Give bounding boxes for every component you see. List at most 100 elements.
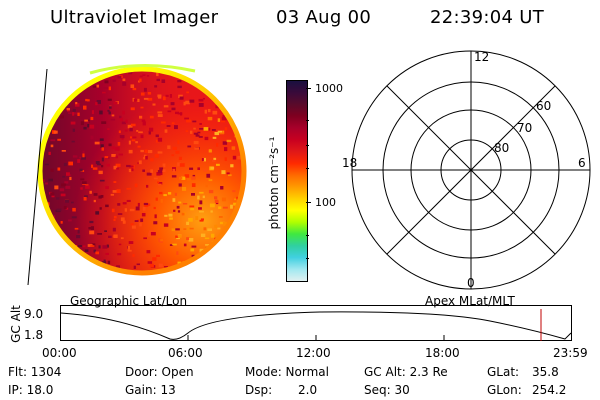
uv-speckle bbox=[103, 87, 109, 89]
uv-speckle bbox=[133, 265, 136, 269]
uv-speckle bbox=[228, 174, 232, 177]
uv-speckle bbox=[191, 245, 197, 248]
uv-speckle bbox=[198, 136, 203, 138]
uv-speckle bbox=[130, 208, 134, 212]
uv-speckle bbox=[76, 235, 81, 239]
uv-speckle bbox=[160, 199, 163, 203]
uv-speckle bbox=[122, 78, 126, 81]
uv-speckle bbox=[129, 127, 133, 132]
uv-speckle bbox=[108, 143, 112, 147]
uv-speckle bbox=[65, 185, 71, 189]
uv-speckle bbox=[203, 169, 208, 172]
uv-speckle bbox=[182, 187, 187, 191]
uv-speckle bbox=[164, 266, 168, 268]
uv-speckle bbox=[201, 158, 204, 162]
uv-speckle bbox=[164, 129, 168, 133]
uv-speckle bbox=[150, 232, 156, 236]
timeline-tick-1200: 12:00 bbox=[296, 346, 331, 360]
uv-speckle bbox=[207, 116, 213, 121]
uv-speckle bbox=[157, 114, 163, 117]
uv-speckle bbox=[150, 158, 154, 162]
sequence-number: Seq: 30 bbox=[364, 383, 410, 397]
uv-speckle bbox=[132, 87, 137, 91]
uv-speckle bbox=[134, 183, 138, 188]
uv-speckle bbox=[131, 225, 136, 229]
uv-speckle bbox=[61, 150, 66, 152]
uv-speckle bbox=[222, 141, 228, 145]
uv-speckle bbox=[130, 84, 135, 88]
uv-speckle bbox=[70, 121, 76, 125]
uv-speckle bbox=[157, 151, 163, 154]
uv-speckle bbox=[152, 103, 156, 106]
uv-speckle bbox=[93, 199, 96, 203]
uv-speckle bbox=[87, 99, 90, 102]
uv-speckle bbox=[166, 125, 171, 127]
uv-speckle bbox=[95, 211, 100, 215]
gain-value: Gain: 13 bbox=[125, 383, 176, 397]
uv-speckle bbox=[91, 110, 94, 115]
uv-speckle bbox=[95, 161, 100, 164]
uv-speckle bbox=[131, 139, 136, 142]
uv-speckle bbox=[158, 183, 162, 186]
gc-altitude: GC Alt: 2.3 Re bbox=[364, 365, 448, 379]
uv-speckle bbox=[140, 92, 145, 96]
observation-time: 22:39:04 UT bbox=[430, 7, 545, 28]
uv-speckle bbox=[217, 227, 221, 230]
uv-speckle bbox=[118, 243, 122, 246]
uv-speckle bbox=[147, 261, 153, 264]
uv-speckle bbox=[186, 221, 190, 225]
uv-speckle bbox=[198, 103, 204, 107]
uv-speckle bbox=[150, 169, 153, 173]
uv-speckle bbox=[203, 227, 207, 231]
uv-speckle bbox=[99, 138, 104, 141]
uv-speckle bbox=[60, 193, 66, 197]
uv-speckle bbox=[112, 227, 116, 232]
uv-speckle bbox=[162, 169, 166, 172]
uv-speckle bbox=[48, 151, 51, 155]
uv-speckle bbox=[103, 259, 106, 263]
uv-speckle bbox=[77, 159, 81, 163]
uv-speckle bbox=[212, 110, 218, 115]
uv-speckle bbox=[191, 193, 195, 196]
uv-speckle bbox=[167, 145, 171, 150]
uv-speckle bbox=[200, 200, 206, 204]
uv-speckle bbox=[124, 129, 128, 132]
uv-speckle bbox=[214, 199, 219, 203]
uv-speckle bbox=[122, 220, 126, 224]
uv-speckle bbox=[171, 175, 177, 178]
uv-speckle bbox=[168, 213, 173, 217]
uv-speckle bbox=[139, 75, 143, 78]
uv-speckle bbox=[128, 241, 134, 244]
uv-speckle bbox=[222, 130, 225, 134]
uv-speckle bbox=[186, 119, 191, 123]
uv-speckle bbox=[77, 245, 83, 247]
uv-speckle bbox=[224, 147, 228, 152]
timeline-tick-1800: 18:00 bbox=[425, 346, 460, 360]
uv-speckle bbox=[162, 96, 166, 101]
uv-speckle bbox=[80, 187, 83, 190]
uv-speckle bbox=[82, 181, 87, 184]
uv-speckle bbox=[116, 189, 121, 193]
uv-speckle bbox=[98, 195, 102, 199]
uv-speckle bbox=[174, 125, 178, 130]
uv-speckle bbox=[131, 123, 136, 127]
uv-speckle bbox=[213, 157, 217, 160]
uv-speckle bbox=[163, 163, 166, 168]
uv-speckle bbox=[169, 94, 172, 98]
uv-speckle bbox=[89, 230, 95, 235]
uv-speckle bbox=[187, 227, 191, 231]
uv-speckle bbox=[146, 203, 151, 206]
uv-speckle bbox=[175, 228, 180, 231]
uv-speckle bbox=[107, 98, 112, 101]
uv-speckle bbox=[82, 150, 85, 154]
uv-speckle bbox=[155, 134, 159, 138]
uv-speckle bbox=[108, 235, 112, 238]
uv-speckle bbox=[198, 207, 202, 210]
uv-speckle bbox=[149, 263, 154, 268]
uv-speckle bbox=[156, 78, 160, 82]
uv-speckle bbox=[204, 237, 210, 240]
uv-speckle bbox=[224, 157, 227, 161]
uv-speckle bbox=[230, 204, 233, 209]
uv-speckle bbox=[163, 223, 169, 227]
uv-speckle bbox=[204, 136, 209, 141]
